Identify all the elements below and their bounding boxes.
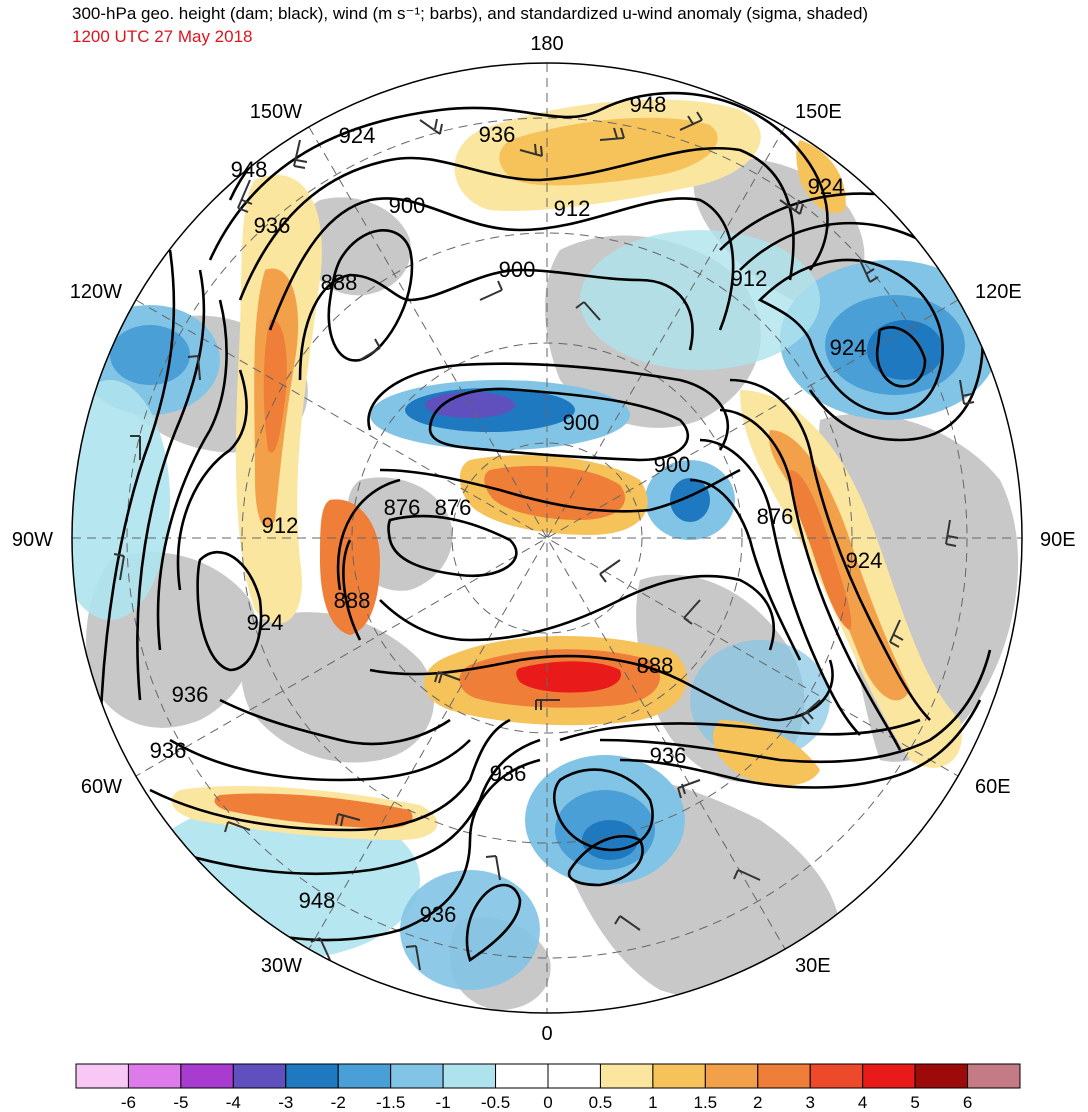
colorbar-swatch — [127, 1063, 182, 1089]
colorbar-tick-label: -3 — [278, 1093, 293, 1112]
longitude-labels: 180 150E 120E 90E 60E 30E 0 30W 60W 90W … — [12, 33, 1076, 1045]
contour-label: 900 — [563, 410, 600, 435]
colorbar-swatch — [75, 1063, 129, 1089]
colorbar-tick-label: 2 — [753, 1093, 762, 1112]
lon-label: 180 — [530, 33, 563, 55]
contour-label: 900 — [389, 193, 426, 218]
lon-label: 120W — [70, 281, 122, 303]
contour-label: 924 — [846, 548, 883, 573]
chart-subtitle: 1200 UTC 27 May 2018 — [72, 27, 253, 46]
lon-label: 120E — [975, 281, 1022, 303]
contour-label: 876 — [757, 504, 794, 529]
colorbar-tick-label: -5 — [173, 1093, 188, 1112]
contour-label: 888 — [637, 653, 674, 678]
lon-label: 30W — [261, 955, 302, 977]
colorbar-swatch — [390, 1063, 444, 1089]
height-contours — [98, 63, 1022, 963]
contour-label: 936 — [254, 213, 291, 238]
colorbar-swatch — [442, 1063, 497, 1089]
colorbar-swatch — [967, 1063, 1021, 1089]
contour-label: 924 — [339, 123, 376, 148]
contour-label: 936 — [150, 738, 187, 763]
lon-label: 150W — [250, 101, 302, 123]
colorbar-swatch — [495, 1063, 549, 1089]
contour-label: 912 — [731, 266, 768, 291]
colorbar-swatch — [652, 1063, 706, 1089]
colorbar-tick-label: -4 — [226, 1093, 241, 1112]
contour-label: 924 — [808, 174, 845, 199]
colorbar-tick-label: -1.5 — [376, 1093, 405, 1112]
colorbar-tick-label: -2 — [331, 1093, 346, 1112]
colorbar-swatch — [809, 1063, 864, 1089]
graticule — [72, 63, 1022, 1013]
contour-label: 888 — [321, 270, 358, 295]
colorbar-swatch — [862, 1063, 916, 1089]
colorbar: -6 -5 -4 -3 -2 -1.5 -1 -0.5 0 0.5 1 1.5 2 3 4 5 6 — [75, 1063, 1021, 1112]
contour-label: 924 — [830, 335, 867, 360]
contour-label: 876 — [384, 495, 421, 520]
contour-label: 912 — [554, 196, 591, 221]
map-boundary — [71, 62, 1023, 1014]
contour-labels: 948 936 924 912 900 888 876 948 924 936 … — [150, 92, 883, 927]
colorbar-tick-label: 4 — [858, 1093, 867, 1112]
contour-label: 924 — [247, 610, 284, 635]
colorbar-tick-label: 0 — [543, 1093, 552, 1112]
map-disk — [72, 63, 1022, 1013]
chart-title: 300-hPa geo. height (dam; black), wind (… — [72, 4, 869, 23]
contour-label: 876 — [435, 495, 472, 520]
colorbar-swatch — [757, 1063, 811, 1089]
contour-label: 888 — [334, 588, 371, 613]
contour-label: 948 — [630, 92, 667, 117]
colorbar-swatch — [337, 1063, 392, 1089]
colorbar-tick-label: -6 — [121, 1093, 136, 1112]
colorbar-tick-label: 0.5 — [589, 1093, 613, 1112]
contour-label: 912 — [262, 513, 299, 538]
colorbar-tick-label: -1 — [436, 1093, 451, 1112]
contour-label: 936 — [650, 743, 687, 768]
colorbar-tick-label: 1 — [648, 1093, 657, 1112]
contour-label: 936 — [479, 122, 516, 147]
contour-label: 936 — [420, 902, 457, 927]
contour-label: 936 — [490, 761, 527, 786]
lon-label: 150E — [795, 101, 842, 123]
contour-label: 900 — [654, 452, 691, 477]
contour-label: 948 — [231, 157, 268, 182]
colorbar-tick-label: 3 — [805, 1093, 814, 1112]
colorbar-tick-label: 1.5 — [694, 1093, 718, 1112]
colorbar-tick-label: 5 — [910, 1093, 919, 1112]
colorbar-swatch — [599, 1063, 654, 1089]
colorbar-swatch — [914, 1063, 969, 1089]
colorbar-swatch — [547, 1063, 601, 1089]
lon-label: 60W — [81, 776, 122, 798]
contour-label: 936 — [172, 682, 209, 707]
colorbar-swatch — [285, 1063, 339, 1089]
contour-label: 948 — [299, 888, 336, 913]
lon-label: 0 — [541, 1023, 552, 1045]
contour-label: 900 — [499, 257, 536, 282]
colorbar-swatch — [232, 1063, 287, 1089]
lon-label: 60E — [975, 776, 1011, 798]
colorbar-swatch — [704, 1063, 759, 1089]
lon-label: 90W — [12, 529, 53, 551]
colorbar-tick-label: 6 — [963, 1093, 972, 1112]
colorbar-swatch — [180, 1063, 234, 1089]
wind-barbs — [113, 111, 975, 971]
colorbar-tick-label: -0.5 — [481, 1093, 510, 1112]
lon-label: 90E — [1040, 529, 1076, 551]
lon-label: 30E — [795, 955, 831, 977]
